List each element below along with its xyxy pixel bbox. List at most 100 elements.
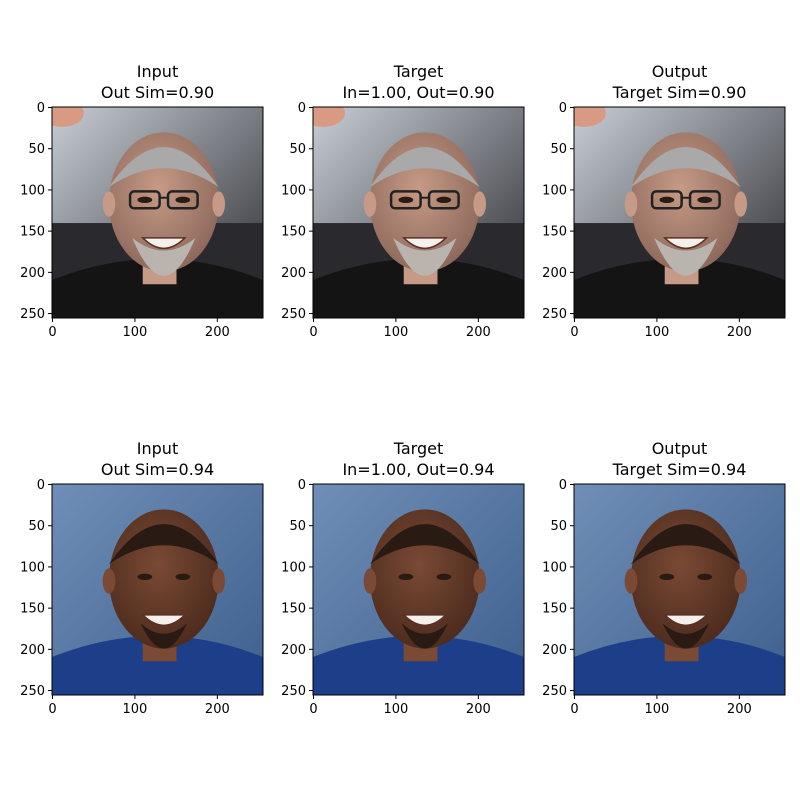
y-tick-label: 250: [20, 684, 45, 699]
glasses: [650, 190, 683, 210]
hair: [108, 524, 219, 565]
x-tick-label: 100: [123, 325, 148, 340]
smile: [140, 614, 187, 627]
panel-title: Input: [137, 62, 178, 81]
panel-title: Input: [137, 439, 178, 458]
y-tick-label: 150: [20, 225, 45, 240]
x-tick-label: 0: [48, 702, 56, 717]
smile: [662, 614, 709, 627]
x-tick-label: 100: [645, 702, 670, 717]
x-tick-label: 0: [570, 702, 578, 717]
y-tick-label: 100: [20, 560, 45, 575]
x-tick-label: 200: [205, 702, 230, 717]
smile: [662, 237, 709, 250]
corner-hand: [574, 107, 606, 127]
panel-title: Target: [393, 62, 444, 81]
y-tick-label: 0: [559, 101, 567, 116]
y-tick-label: 100: [542, 183, 567, 198]
beard: [132, 237, 196, 276]
panel-subtitle: Out Sim=0.90: [101, 83, 214, 102]
y-tick-label: 200: [20, 266, 45, 281]
panel-subtitle: In=1.00, Out=0.94: [342, 460, 494, 479]
y-tick-label: 200: [281, 266, 306, 281]
y-tick-label: 150: [20, 602, 45, 617]
x-tick-label: 100: [384, 702, 409, 717]
y-tick-label: 0: [37, 478, 45, 493]
axes-frame: [51, 483, 264, 696]
x-tick-label: 0: [48, 325, 56, 340]
clothing: [313, 258, 524, 318]
y-tick-label: 50: [289, 519, 306, 534]
panel-subtitle: Target Sim=0.94: [612, 460, 747, 479]
y-tick-label: 100: [20, 183, 45, 198]
face-photo: [313, 107, 524, 318]
axes-frame: [312, 106, 525, 319]
y-tick-label: 50: [550, 519, 567, 534]
glasses: [128, 190, 161, 210]
clothing: [52, 635, 263, 695]
x-tick-label: 0: [309, 325, 317, 340]
x-tick-label: 200: [727, 325, 752, 340]
x-tick-label: 0: [570, 325, 578, 340]
y-tick-label: 150: [281, 225, 306, 240]
x-tick-label: 200: [205, 325, 230, 340]
y-tick-label: 0: [37, 101, 45, 116]
y-tick-label: 50: [289, 142, 306, 157]
panel-title: Output: [652, 62, 708, 81]
y-tick-label: 200: [542, 643, 567, 658]
clothing: [574, 258, 785, 318]
y-tick-label: 250: [542, 684, 567, 699]
hair: [108, 147, 219, 188]
y-tick-label: 250: [281, 684, 306, 699]
hair: [630, 147, 741, 188]
smile: [401, 237, 448, 250]
beard: [662, 623, 710, 649]
y-tick-label: 250: [542, 307, 567, 322]
y-tick-label: 200: [20, 643, 45, 658]
axes-frame: [312, 483, 525, 696]
axes-frame: [573, 106, 786, 319]
panel-subtitle: In=1.00, Out=0.90: [342, 83, 494, 102]
clothing: [574, 635, 785, 695]
y-tick-label: 50: [28, 142, 45, 157]
face-photo: [574, 484, 785, 695]
x-tick-label: 100: [123, 702, 148, 717]
y-tick-label: 0: [559, 478, 567, 493]
beard: [393, 237, 457, 276]
y-tick-label: 250: [281, 307, 306, 322]
hair: [630, 524, 741, 565]
face-photo: [574, 107, 785, 318]
x-tick-label: 100: [384, 325, 409, 340]
beard: [654, 237, 718, 276]
clothing: [313, 635, 524, 695]
panel-subtitle: Target Sim=0.90: [612, 83, 747, 102]
y-tick-label: 150: [542, 225, 567, 240]
panel-subtitle: Out Sim=0.94: [101, 460, 214, 479]
y-tick-label: 150: [281, 602, 306, 617]
y-tick-label: 200: [281, 643, 306, 658]
corner-hand: [313, 107, 345, 127]
x-tick-label: 0: [309, 702, 317, 717]
y-tick-label: 200: [542, 266, 567, 281]
smile: [401, 614, 448, 627]
y-tick-label: 100: [281, 183, 306, 198]
y-tick-label: 50: [28, 519, 45, 534]
face-photo: [313, 484, 524, 695]
face-photo: [52, 107, 263, 318]
panel-title: Output: [652, 439, 708, 458]
x-tick-label: 200: [727, 702, 752, 717]
y-tick-label: 250: [20, 307, 45, 322]
x-tick-label: 100: [645, 325, 670, 340]
y-tick-label: 50: [550, 142, 567, 157]
corner-hand: [52, 107, 84, 127]
y-tick-label: 100: [542, 560, 567, 575]
panel-title: Target: [393, 439, 444, 458]
axes-frame: [573, 483, 786, 696]
